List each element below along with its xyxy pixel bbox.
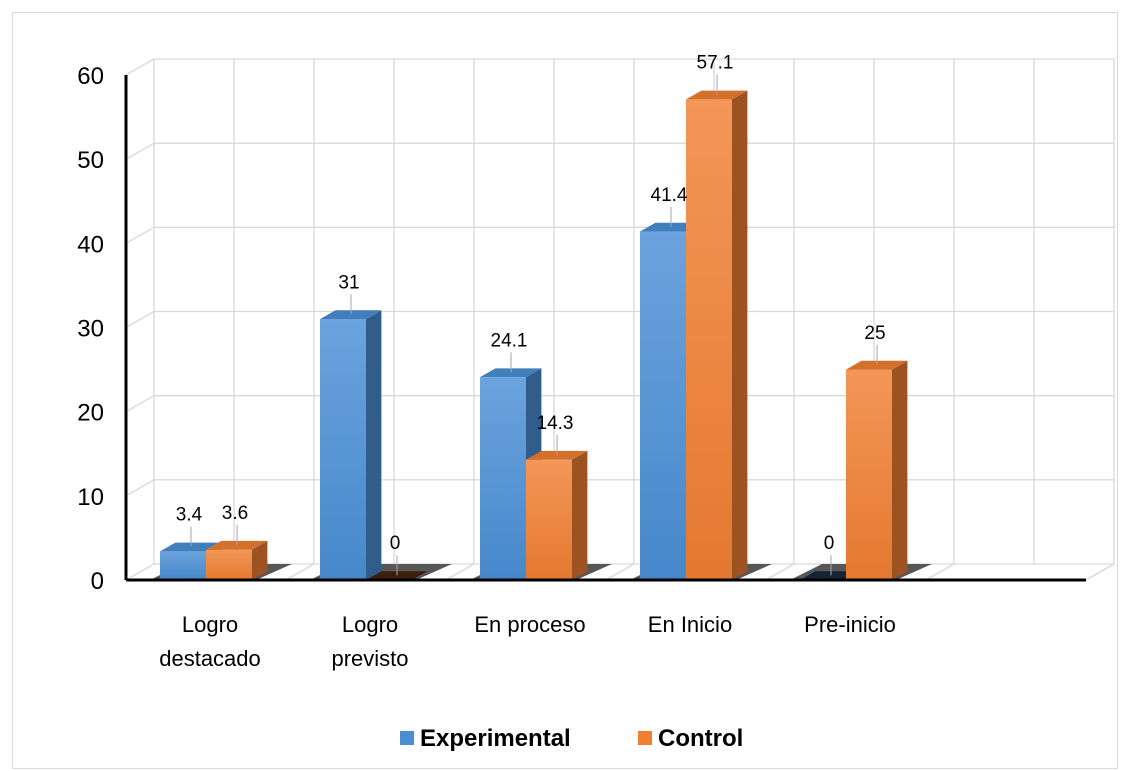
data-label: 31 [338, 272, 359, 293]
bar-top [526, 450, 588, 460]
data-label: 3.6 [222, 503, 248, 524]
bar-control-0 [206, 540, 268, 580]
y-tick-label: 0 [91, 568, 104, 595]
legend-item-experimental: Experimental [400, 725, 571, 752]
gridline [125, 226, 155, 244]
bar-top [480, 368, 542, 378]
data-label: 25 [864, 323, 885, 344]
data-label: 0 [824, 533, 835, 554]
bar-top [686, 90, 748, 100]
data-label: 41.4 [651, 185, 688, 206]
bar-control-3 [686, 90, 748, 581]
data-label: 57.1 [697, 53, 734, 74]
bar-side [252, 540, 268, 580]
bar-front [686, 99, 732, 581]
gridline [605, 563, 635, 581]
bar-top [160, 542, 222, 552]
bar-experimental-1 [320, 310, 382, 580]
gridline [445, 563, 475, 581]
gridline [285, 563, 315, 581]
x-tick-label: Pre-inicio [804, 612, 896, 637]
chart-frame [12, 12, 1118, 769]
bar-side [732, 90, 748, 580]
bar-front [160, 551, 206, 580]
y-tick-label: 10 [77, 484, 104, 511]
legend-item-control: Control [638, 725, 743, 752]
bar-top [206, 540, 268, 550]
bar-control-1 [366, 571, 428, 580]
gridline [125, 479, 155, 497]
bar-side [572, 450, 588, 580]
y-tick-label: 20 [77, 400, 104, 427]
x-tick-label: Logro destacado [159, 612, 261, 671]
bar-front [320, 319, 366, 580]
x-tick-label: Logro previsto [331, 612, 408, 671]
gridline [765, 563, 795, 581]
bar-control-4 [846, 360, 908, 580]
x-tick-label: En Inicio [648, 612, 732, 637]
data-label: 14.3 [537, 413, 574, 434]
y-tick-label: 40 [77, 231, 104, 258]
gridline [125, 58, 155, 76]
legend-label: Experimental [420, 725, 571, 752]
data-label: 3.4 [176, 505, 203, 526]
gridline [125, 563, 155, 581]
x-tick-label: En proceso [474, 612, 585, 637]
y-tick-label: 30 [77, 316, 104, 343]
data-label: 24.1 [491, 330, 528, 351]
bar-top [846, 360, 908, 370]
legend-swatch [638, 731, 652, 745]
data-labels: 3.4 3.6 31 0 24.1 14.3 41.4 57.1 0 25 [176, 53, 886, 576]
bar-front [526, 459, 572, 580]
legend-label: Control [658, 725, 743, 752]
axes [124, 75, 1115, 582]
gridline [125, 310, 155, 329]
gridlines [125, 58, 1115, 581]
gridline [125, 142, 155, 160]
data-label: 0 [390, 533, 401, 554]
legend: Experimental Control [400, 725, 743, 752]
gridline [125, 395, 155, 413]
legend-swatch [400, 731, 414, 745]
bar-top [320, 310, 382, 320]
bar-control-2 [526, 450, 588, 580]
y-tick-label: 50 [77, 147, 104, 174]
bar-side [366, 310, 382, 580]
bar-front [206, 549, 252, 580]
bar-side [892, 360, 908, 580]
bar-front [846, 369, 892, 580]
bar-front [640, 231, 686, 581]
y-tick-label: 60 [77, 63, 104, 90]
bars [160, 90, 908, 581]
bar-front [480, 377, 526, 580]
floor-edge [1085, 563, 1115, 581]
gridline [925, 563, 955, 581]
bar-top [366, 571, 428, 580]
